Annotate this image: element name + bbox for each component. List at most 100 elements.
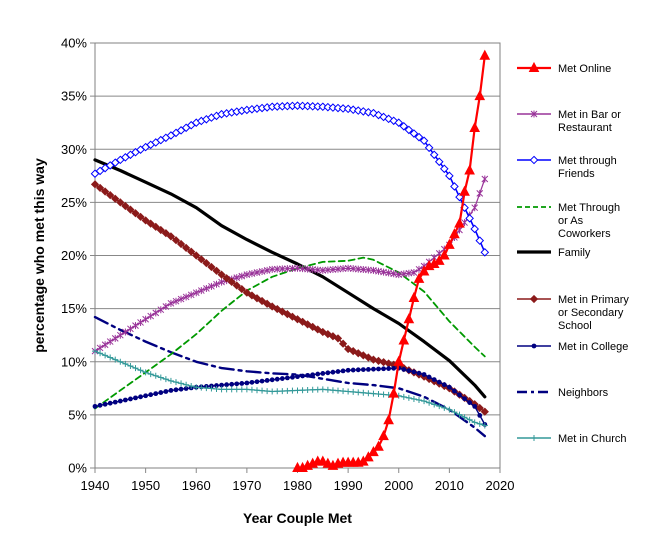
data-point (131, 209, 140, 218)
legend-marker (530, 110, 538, 118)
data-point (127, 363, 134, 369)
data-point (355, 367, 361, 373)
series-met-through-or-as-coworkers (94, 256, 486, 410)
data-point (112, 356, 119, 363)
data-point (132, 322, 139, 330)
data-point (117, 398, 123, 404)
data-point (127, 325, 134, 333)
data-point (373, 440, 384, 451)
legend-item-family: Family (517, 247, 591, 259)
y-tick-label: 35% (61, 89, 87, 104)
data-point (340, 388, 347, 395)
data-point (147, 371, 154, 378)
data-point (117, 358, 124, 365)
data-point (359, 107, 368, 116)
data-point (208, 282, 215, 290)
data-point (112, 399, 118, 405)
data-point (479, 49, 491, 60)
data-point (233, 274, 241, 282)
data-point (102, 352, 109, 359)
data-point (461, 414, 468, 421)
data-point (399, 121, 409, 131)
data-point (247, 291, 257, 300)
series-line-neighbors (93, 315, 486, 438)
data-point (248, 270, 256, 278)
data-point (252, 294, 262, 303)
data-point (421, 398, 428, 405)
data-point (305, 372, 311, 378)
data-point (477, 413, 483, 418)
data-point (383, 414, 394, 425)
data-point (198, 384, 205, 391)
data-point (244, 380, 250, 386)
data-point (116, 198, 125, 207)
data-point (344, 344, 353, 354)
legend-label: Met through (558, 155, 617, 167)
data-point (469, 121, 481, 132)
data-point (148, 392, 154, 398)
data-point (106, 191, 115, 200)
data-point (224, 382, 230, 388)
legend-label: Met in Church (558, 433, 626, 445)
data-point (222, 274, 231, 283)
data-point (152, 309, 160, 317)
data-point (330, 369, 336, 375)
data-point (308, 322, 317, 332)
x-tick-label: 1990 (334, 478, 363, 493)
data-point (274, 388, 281, 395)
data-point (178, 386, 184, 392)
data-point (263, 299, 272, 308)
data-point (254, 379, 260, 385)
legend-label: Met Online (558, 63, 611, 75)
data-point (228, 386, 235, 393)
data-point (421, 372, 427, 377)
data-point (338, 339, 348, 348)
data-point (107, 400, 113, 406)
data-point (142, 315, 149, 323)
data-point (187, 291, 195, 299)
data-point (471, 419, 478, 426)
data-point (413, 272, 425, 283)
data-point (350, 367, 356, 373)
data-point (434, 157, 444, 167)
data-point (350, 388, 357, 395)
data-point (122, 328, 129, 336)
data-point (452, 388, 457, 394)
data-point (446, 406, 453, 413)
data-point (95, 183, 105, 193)
data-point (279, 376, 285, 381)
data-point (293, 315, 302, 324)
series-line-met-in-church (94, 350, 486, 427)
data-point (365, 390, 372, 397)
legend-label: School (558, 320, 592, 332)
data-point (360, 367, 366, 373)
series-neighbors (93, 315, 486, 438)
data-point (462, 396, 467, 402)
data-point (410, 395, 417, 402)
y-tick-label: 40% (61, 36, 87, 51)
data-point (90, 180, 100, 189)
legend-label: Met in Bar or (558, 109, 621, 121)
data-point (324, 386, 331, 393)
data-point (192, 251, 201, 260)
data-point (158, 390, 164, 395)
legend-item-met-online: Met Online (517, 61, 611, 75)
y-tick-label: 30% (61, 142, 87, 157)
data-point (313, 325, 322, 334)
data-point (414, 132, 424, 142)
data-point (101, 187, 110, 196)
legend-marker (531, 343, 537, 349)
data-point (187, 247, 196, 256)
data-point (268, 302, 277, 311)
series-group (90, 49, 491, 472)
legend-label: Family (558, 247, 591, 259)
data-point (253, 269, 261, 276)
data-point (167, 299, 175, 307)
data-point (431, 377, 437, 382)
data-point (219, 382, 224, 388)
